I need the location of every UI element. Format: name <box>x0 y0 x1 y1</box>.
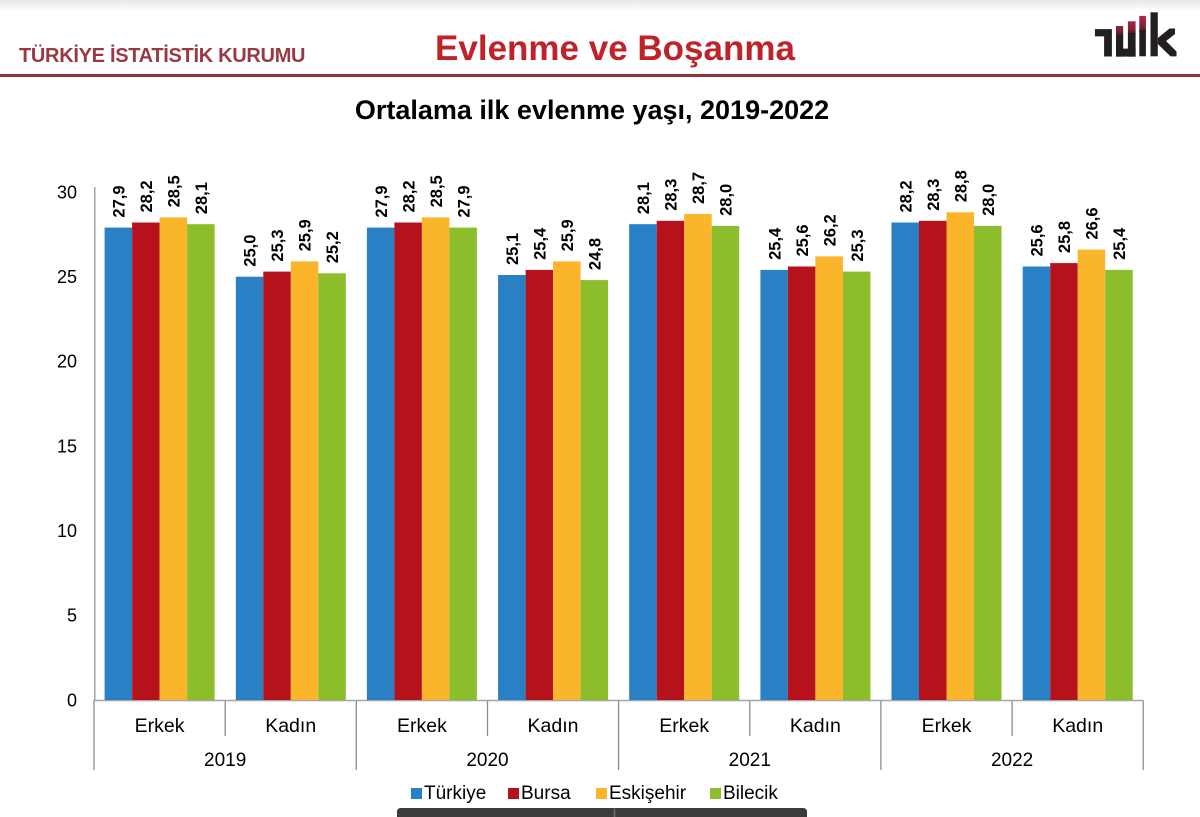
svg-text:Kadın: Kadın <box>265 715 316 737</box>
svg-text:Kadın: Kadın <box>790 715 841 737</box>
svg-text:27,9: 27,9 <box>373 185 391 217</box>
svg-text:Türkiye: Türkiye <box>424 783 486 804</box>
svg-text:28,5: 28,5 <box>166 175 184 207</box>
svg-text:25,6: 25,6 <box>1029 224 1047 256</box>
svg-text:Bilecik: Bilecik <box>723 783 778 804</box>
svg-text:Erkek: Erkek <box>659 715 709 737</box>
svg-text:25,4: 25,4 <box>766 227 784 260</box>
svg-text:Erkek: Erkek <box>922 715 972 737</box>
svg-text:28,1: 28,1 <box>193 182 211 214</box>
svg-text:Kadın: Kadın <box>1052 715 1103 737</box>
svg-text:25,1: 25,1 <box>504 233 522 265</box>
svg-text:25,8: 25,8 <box>1056 221 1074 253</box>
svg-text:10: 10 <box>57 521 77 541</box>
svg-text:25,3: 25,3 <box>849 229 867 261</box>
svg-text:28,5: 28,5 <box>428 175 446 207</box>
svg-text:2022: 2022 <box>991 750 1033 771</box>
svg-text:0: 0 <box>67 690 77 710</box>
svg-text:2019: 2019 <box>204 750 246 771</box>
svg-text:28,0: 28,0 <box>718 184 736 216</box>
svg-text:25,9: 25,9 <box>297 219 315 251</box>
svg-text:Eskişehir: Eskişehir <box>609 783 687 804</box>
svg-text:2020: 2020 <box>466 750 508 771</box>
svg-text:27,9: 27,9 <box>111 185 129 217</box>
svg-text:Erkek: Erkek <box>135 715 185 737</box>
svg-text:28,2: 28,2 <box>138 180 156 212</box>
svg-text:25,4: 25,4 <box>1111 227 1129 260</box>
svg-text:25,4: 25,4 <box>532 227 550 260</box>
svg-text:28,8: 28,8 <box>953 170 971 202</box>
svg-text:28,3: 28,3 <box>663 179 681 211</box>
svg-text:Kadın: Kadın <box>528 715 579 737</box>
svg-text:Erkek: Erkek <box>397 715 447 737</box>
svg-text:25,9: 25,9 <box>559 219 577 251</box>
svg-text:30: 30 <box>57 182 77 202</box>
svg-text:20: 20 <box>57 352 77 372</box>
svg-text:27,9: 27,9 <box>455 185 473 217</box>
svg-text:25,3: 25,3 <box>269 229 287 261</box>
svg-text:25,6: 25,6 <box>794 224 812 256</box>
svg-text:15: 15 <box>57 436 77 456</box>
svg-text:26,2: 26,2 <box>821 214 839 246</box>
svg-text:28,0: 28,0 <box>980 184 998 216</box>
svg-text:28,2: 28,2 <box>400 180 418 212</box>
svg-text:25,0: 25,0 <box>242 235 260 267</box>
svg-text:26,6: 26,6 <box>1084 207 1102 239</box>
svg-text:28,1: 28,1 <box>635 182 653 214</box>
svg-text:28,2: 28,2 <box>898 180 916 212</box>
svg-text:Bursa: Bursa <box>521 783 571 804</box>
svg-text:25: 25 <box>57 267 77 287</box>
svg-text:28,7: 28,7 <box>690 172 708 204</box>
svg-text:24,8: 24,8 <box>587 238 605 270</box>
svg-text:28,3: 28,3 <box>925 179 943 211</box>
svg-text:2021: 2021 <box>729 750 771 771</box>
svg-text:5: 5 <box>67 606 77 626</box>
svg-text:25,2: 25,2 <box>324 231 342 263</box>
